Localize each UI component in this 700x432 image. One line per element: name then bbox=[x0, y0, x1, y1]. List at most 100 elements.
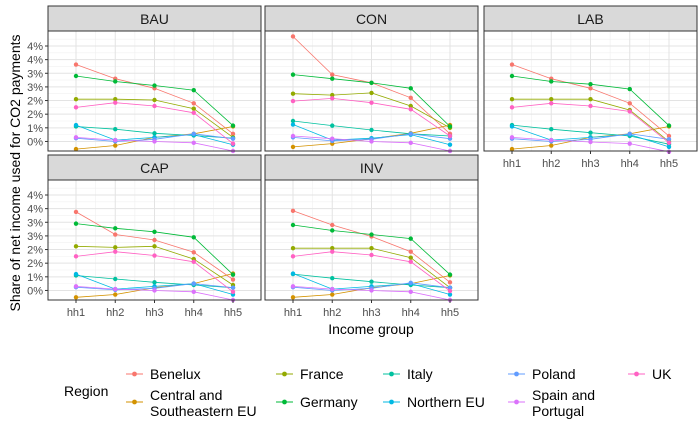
data-point-poland bbox=[191, 131, 196, 137]
data-point-central-and-southeastern-eu bbox=[113, 143, 118, 148]
data-point-central-and-southeastern-eu bbox=[330, 292, 335, 297]
data-point-italy bbox=[113, 126, 118, 132]
legend-item: Central and Southeastern EU bbox=[126, 387, 257, 419]
data-point-uk bbox=[588, 103, 593, 109]
data-point-spain-and-portugal bbox=[330, 286, 335, 292]
data-point-germany bbox=[666, 123, 672, 128]
data-point-northern-eu bbox=[73, 271, 79, 277]
data-point-uk bbox=[330, 96, 335, 101]
data-point-spain-and-portugal bbox=[549, 137, 554, 143]
data-point-benelux bbox=[191, 101, 196, 106]
data-point-france bbox=[369, 90, 374, 96]
data-point-germany bbox=[369, 80, 374, 86]
data-point-italy bbox=[588, 130, 593, 135]
data-point-germany bbox=[152, 83, 157, 88]
data-point-germany bbox=[113, 226, 118, 231]
data-point-spain-and-portugal bbox=[369, 288, 374, 293]
data-point-uk bbox=[73, 254, 79, 259]
data-point-benelux bbox=[627, 101, 632, 106]
y-tick-label: 2% bbox=[27, 258, 43, 270]
data-point-spain-and-portugal bbox=[408, 140, 413, 146]
data-point-italy bbox=[369, 127, 374, 133]
legend-key-point bbox=[389, 371, 394, 377]
data-point-germany bbox=[191, 87, 196, 93]
data-point-italy bbox=[549, 126, 554, 132]
x-tick-label: hh1 bbox=[503, 158, 521, 170]
data-point-germany bbox=[549, 79, 554, 84]
data-point-france bbox=[73, 96, 79, 102]
legend-item: Spain and Portugal bbox=[508, 387, 595, 419]
data-point-poland bbox=[408, 280, 413, 286]
data-point-france bbox=[152, 97, 157, 103]
data-point-uk bbox=[191, 110, 196, 116]
legend-item: Poland bbox=[508, 366, 576, 382]
legend: Region Benelux Central and Southeastern EU F… bbox=[64, 366, 672, 419]
y-tick-label: 2% bbox=[27, 245, 43, 257]
data-point-uk bbox=[509, 105, 515, 110]
data-point-italy bbox=[113, 276, 118, 282]
data-point-france bbox=[369, 245, 374, 251]
y-tick-label: 3% bbox=[27, 68, 43, 80]
data-point-uk bbox=[369, 100, 374, 105]
legend-label: Benelux bbox=[150, 366, 201, 382]
data-point-germany bbox=[113, 79, 118, 84]
data-point-france bbox=[113, 245, 118, 250]
data-point-italy bbox=[290, 118, 296, 124]
data-point-france bbox=[588, 96, 593, 102]
x-tick-label: hh4 bbox=[185, 307, 203, 319]
data-point-germany bbox=[447, 124, 453, 129]
data-point-central-and-southeastern-eu bbox=[113, 292, 118, 297]
data-point-germany bbox=[588, 81, 593, 87]
data-point-uk bbox=[330, 249, 335, 254]
data-point-poland bbox=[230, 136, 236, 141]
data-point-uk bbox=[447, 133, 453, 139]
data-point-germany bbox=[330, 228, 335, 233]
data-point-spain-and-portugal bbox=[369, 139, 374, 144]
x-tick-label: hh1 bbox=[67, 307, 85, 319]
data-point-spain-and-portugal bbox=[290, 133, 296, 139]
data-point-italy bbox=[152, 131, 157, 136]
legend-label: Italy bbox=[407, 366, 433, 382]
y-tick-label: 3% bbox=[27, 217, 43, 229]
data-point-france bbox=[549, 96, 554, 102]
facet-panel-con: CON bbox=[264, 5, 479, 154]
data-point-benelux bbox=[509, 62, 515, 67]
y-tick-label: 0% bbox=[27, 285, 43, 297]
y-tick-label: 0% bbox=[27, 136, 43, 148]
legend-key-point bbox=[132, 371, 137, 377]
data-point-germany bbox=[290, 72, 296, 77]
data-point-germany bbox=[290, 222, 296, 228]
y-tick-label: 2% bbox=[27, 109, 43, 121]
legend-title: Region bbox=[64, 383, 108, 399]
data-point-northern-eu bbox=[73, 122, 79, 128]
data-point-central-and-southeastern-eu bbox=[73, 146, 79, 152]
facet-title: CON bbox=[356, 11, 387, 27]
data-point-france bbox=[290, 245, 296, 251]
data-point-spain-and-portugal bbox=[408, 289, 413, 295]
panel-border bbox=[264, 30, 479, 152]
data-point-france bbox=[113, 96, 118, 102]
legend-key-point bbox=[282, 371, 287, 377]
facet-title: BAU bbox=[140, 11, 169, 27]
data-point-benelux bbox=[666, 133, 672, 139]
data-point-uk bbox=[73, 105, 79, 110]
legend-label: UK bbox=[652, 366, 672, 382]
y-tick-label: 3% bbox=[27, 231, 43, 243]
data-point-spain-and-portugal bbox=[191, 140, 196, 146]
data-point-italy bbox=[369, 279, 374, 284]
legend-item: Germany bbox=[276, 394, 358, 410]
data-point-poland bbox=[230, 285, 236, 290]
data-point-central-and-southeastern-eu bbox=[73, 295, 79, 300]
x-tick-label: hh4 bbox=[621, 158, 639, 170]
facet-strip bbox=[483, 5, 698, 32]
data-point-uk bbox=[113, 100, 118, 105]
legend-item: Northern EU bbox=[383, 394, 485, 410]
data-point-uk bbox=[549, 101, 554, 106]
data-point-benelux bbox=[330, 222, 335, 228]
facet-strip bbox=[264, 154, 479, 181]
x-axis-title: Income group bbox=[328, 321, 414, 337]
data-point-germany bbox=[447, 272, 453, 277]
data-point-spain-and-portugal bbox=[113, 286, 118, 292]
data-point-spain-and-portugal bbox=[73, 284, 79, 289]
